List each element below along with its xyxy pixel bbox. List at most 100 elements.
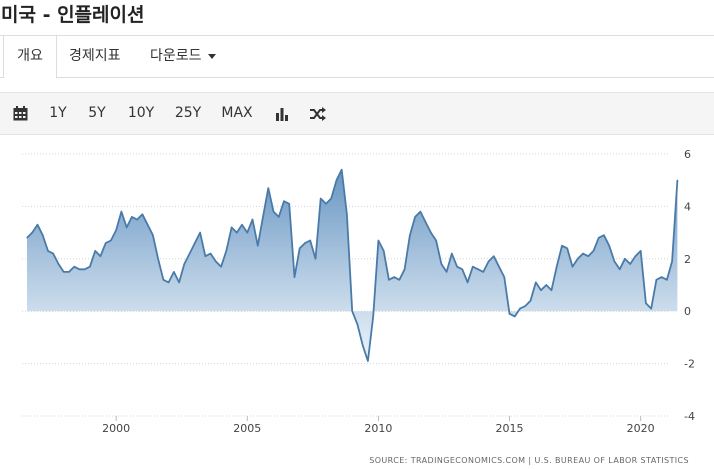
- data-point: [251, 218, 254, 221]
- tab-download[interactable]: 다운로드: [150, 36, 216, 77]
- data-point: [162, 279, 164, 281]
- data-point: [377, 239, 379, 242]
- y-tick-label: 4: [684, 200, 691, 213]
- data-point: [89, 266, 91, 268]
- data-point: [624, 258, 626, 260]
- data-point: [508, 313, 511, 315]
- data-point: [655, 279, 658, 281]
- data-point: [498, 266, 500, 268]
- data-point: [482, 271, 484, 273]
- data-point: [561, 245, 563, 247]
- data-point: [362, 344, 364, 346]
- range-10y-button[interactable]: 10Y: [127, 105, 155, 121]
- data-point: [283, 200, 285, 202]
- data-point: [105, 242, 107, 244]
- data-point: [325, 203, 327, 205]
- data-point: [194, 242, 196, 244]
- calendar-icon[interactable]: [10, 93, 30, 134]
- inflation-chart: 6 4 2 0 -2 -4 2000 2005 2010 2015 2020 SOURCE: TR…: [22, 148, 695, 465]
- data-point: [204, 255, 206, 257]
- data-point: [278, 216, 280, 218]
- data-point: [141, 213, 143, 215]
- data-point: [335, 179, 338, 181]
- range-max-button[interactable]: MAX: [221, 105, 253, 121]
- data-point: [26, 237, 28, 239]
- data-point: [320, 197, 322, 200]
- data-point: [545, 284, 547, 286]
- tab-overview[interactable]: 개요: [3, 36, 57, 78]
- range-1y-button[interactable]: 1Y: [49, 105, 67, 121]
- data-point: [299, 247, 301, 249]
- data-point: [210, 253, 212, 255]
- x-tick-label: 2005: [233, 422, 261, 435]
- caret-down-icon: [207, 53, 216, 59]
- data-point: [577, 258, 579, 260]
- shuffle-icon[interactable]: [308, 93, 328, 134]
- data-point: [73, 266, 75, 268]
- x-tick-label: 2015: [496, 422, 524, 435]
- data-point: [330, 197, 332, 200]
- data-point: [31, 232, 33, 234]
- data-point: [409, 234, 411, 236]
- data-point: [346, 213, 348, 215]
- range-5y-button[interactable]: 5Y: [88, 105, 106, 121]
- data-point: [477, 268, 479, 270]
- data-point: [503, 276, 505, 278]
- data-point: [372, 315, 374, 317]
- data-point: [671, 260, 673, 262]
- data-point: [393, 276, 395, 278]
- range-25y-button[interactable]: 25Y: [174, 105, 202, 121]
- x-tick-label: 2000: [102, 422, 130, 435]
- data-point: [529, 300, 532, 302]
- data-point: [598, 237, 600, 239]
- data-point: [571, 266, 574, 268]
- tab-download-label: 다운로드: [150, 48, 202, 64]
- data-point: [183, 263, 185, 265]
- data-point: [592, 250, 595, 252]
- data-point: [535, 281, 537, 283]
- data-point: [341, 169, 343, 171]
- data-point: [676, 179, 679, 181]
- data-point: [136, 218, 138, 221]
- data-point: [629, 263, 631, 265]
- data-point: [199, 232, 201, 234]
- data-point: [666, 279, 668, 281]
- tab-indicators[interactable]: 경제지표: [69, 48, 121, 64]
- data-point: [351, 310, 353, 312]
- data-point: [440, 263, 442, 265]
- data-point: [519, 308, 521, 310]
- data-point: [619, 268, 621, 270]
- data-point: [435, 239, 437, 242]
- source-note: SOURCE: TRADINGECONOMICS.COM | U.S. BURE…: [369, 456, 689, 465]
- data-point: [645, 302, 647, 304]
- y-axis: 6 4 2 0 -2 -4: [684, 148, 695, 423]
- data-point: [634, 255, 637, 257]
- data-point: [414, 216, 416, 218]
- x-tick-label: 2010: [364, 422, 392, 435]
- data-point: [404, 268, 406, 270]
- data-point: [147, 224, 149, 226]
- data-point: [550, 289, 553, 291]
- data-point: [36, 224, 39, 226]
- data-point: [430, 232, 432, 234]
- y-tick-label: -2: [684, 358, 695, 371]
- data-point: [446, 271, 448, 273]
- data-point: [388, 279, 390, 281]
- data-point: [514, 315, 516, 317]
- data-point: [246, 232, 248, 234]
- data-point: [152, 234, 154, 236]
- bar-chart-icon[interactable]: [272, 93, 292, 134]
- data-point: [99, 255, 101, 257]
- data-point: [650, 308, 652, 310]
- data-point: [168, 281, 170, 283]
- y-tick-label: -4: [684, 410, 695, 423]
- data-point: [451, 253, 453, 255]
- x-tick-label: 2020: [627, 422, 655, 435]
- data-point: [304, 242, 306, 244]
- data-point: [189, 253, 191, 255]
- data-point: [661, 276, 663, 278]
- data-point: [241, 224, 243, 226]
- data-point: [131, 216, 133, 218]
- chart-toolbar: 1Y 5Y 10Y 25Y MAX: [0, 92, 714, 135]
- data-points: [26, 169, 679, 362]
